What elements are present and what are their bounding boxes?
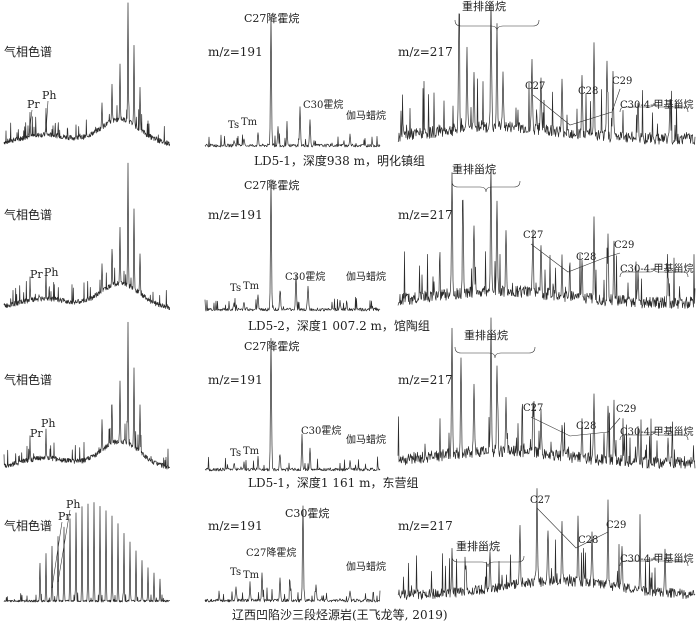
tm-label-1: Tm bbox=[241, 117, 258, 128]
sterane-label-1: 重排甾烷 bbox=[462, 0, 506, 13]
caption-2: LD5-2，深度1 007.2 m，馆陶组 bbox=[248, 318, 430, 333]
caption-1: LD5-1，深度938 m，明化镇组 bbox=[254, 153, 425, 168]
c27-hopane-label-2: C27降霍烷 bbox=[244, 178, 299, 192]
m217-trace-4 bbox=[397, 488, 696, 600]
gc-title-2: 气相色谱 bbox=[4, 207, 52, 222]
c30-hopane-label-3: C30霍烷 bbox=[301, 424, 341, 437]
gc-trace-2 bbox=[3, 162, 171, 311]
ph-label-3: Ph bbox=[41, 417, 56, 430]
sterane-label-4: 重排甾烷 bbox=[456, 539, 500, 553]
c30-hopane-top-label-4: C30霍烷 bbox=[285, 506, 329, 520]
c29-label-1: C29 bbox=[612, 76, 632, 87]
c-leaders-2 bbox=[530, 243, 621, 273]
sterane-brace-3 bbox=[454, 346, 536, 359]
c29-label-2: C29 bbox=[614, 240, 634, 251]
m191-trace-4 bbox=[204, 505, 381, 603]
row-1: 气相色谱 m/z=191 m/z=217 LD5-1，深度938 m，明化镇组 … bbox=[4, 0, 694, 168]
ts-label-3: Ts bbox=[230, 448, 241, 459]
m191-trace-1 bbox=[204, 14, 381, 148]
ph-label-2: Ph bbox=[44, 266, 59, 279]
row-2: 气相色谱 m/z=191 m/z=217 LD5-2，深度1 007.2 m，馆… bbox=[4, 162, 694, 333]
c28-label-3: C28 bbox=[576, 421, 596, 432]
m191-title-1: m/z=191 bbox=[208, 45, 263, 59]
methyl-sterane-brace-2 bbox=[619, 267, 689, 278]
ph-label-4: Ph bbox=[66, 498, 81, 511]
row-3: 气相色谱 m/z=191 m/z=217 LD5-1，深度1 161 m，东营组… bbox=[4, 328, 694, 490]
c27-label-4: C27 bbox=[530, 495, 550, 506]
caption-3: LD5-1，深度1 161 m，东营组 bbox=[248, 475, 418, 490]
m191-trace-2 bbox=[204, 179, 381, 312]
c29-label-4: C29 bbox=[606, 520, 626, 531]
c30-hopane-label-2: C30霍烷 bbox=[285, 270, 325, 283]
m191-title-3: m/z=191 bbox=[208, 373, 263, 387]
methyl-sterane-brace-1 bbox=[619, 102, 689, 113]
annotations bbox=[28, 19, 689, 589]
sterane-brace-2 bbox=[451, 180, 521, 193]
sterane-label-3: 重排甾烷 bbox=[464, 328, 508, 342]
caption-4: 辽西凹陷沙三段烃源岩(王飞龙等, 2019) bbox=[232, 607, 448, 622]
m191-title-2: m/z=191 bbox=[208, 208, 263, 222]
gc-title-4: 气相色谱 bbox=[4, 518, 52, 533]
row-4: 气相色谱 m/z=191 m/z=217 辽西凹陷沙三段烃源岩(王飞龙等, 20… bbox=[4, 495, 694, 622]
sterane-brace-4 bbox=[451, 555, 525, 568]
m217-trace-3 bbox=[397, 317, 696, 469]
c27-hopane-label-1: C27降霍烷 bbox=[244, 11, 299, 25]
pr-label-4: Pr bbox=[58, 510, 71, 523]
tm-label-4: Tm bbox=[243, 570, 260, 581]
pr-label-2: Pr bbox=[30, 268, 43, 281]
m217-title-3: m/z=217 bbox=[398, 373, 453, 387]
ts-label-4: Ts bbox=[230, 567, 241, 578]
m191-title-4: m/z=191 bbox=[208, 519, 263, 533]
gammacerane-label-3: 伽马蜡烷 bbox=[346, 433, 386, 446]
c28-label-2: C28 bbox=[576, 252, 596, 263]
m217-title-1: m/z=217 bbox=[398, 45, 453, 59]
ts-label-1: Ts bbox=[228, 120, 239, 131]
methyl-sterane-label-3: C30-4-甲基甾烷 bbox=[620, 425, 694, 438]
gc-title-1: 气相色谱 bbox=[4, 44, 52, 59]
c27-label-1: C27 bbox=[525, 81, 545, 92]
gammacerane-label-2: 伽马蜡烷 bbox=[346, 270, 386, 283]
gammacerane-label-1: 伽马蜡烷 bbox=[346, 109, 386, 122]
m217-title-4: m/z=217 bbox=[398, 519, 453, 533]
methyl-sterane-label-4: C30-4-甲基甾烷 bbox=[620, 552, 694, 565]
ph-label-1: Ph bbox=[42, 89, 57, 102]
c-leaders-4 bbox=[536, 507, 609, 549]
m191-trace-3 bbox=[204, 337, 381, 472]
sterane-label-2: 重排甾烷 bbox=[452, 162, 496, 176]
c28-label-1: C28 bbox=[578, 86, 598, 97]
ts-label-2: Ts bbox=[230, 283, 241, 294]
c28-label-4: C28 bbox=[578, 535, 598, 546]
gc-trace-1 bbox=[3, 2, 171, 147]
m217-title-2: m/z=217 bbox=[398, 208, 453, 222]
pr-label-3: Pr bbox=[30, 427, 43, 440]
tm-label-2: Tm bbox=[243, 281, 260, 292]
m217-trace-2 bbox=[397, 168, 696, 309]
c27-hopane-label-3: C27降霍烷 bbox=[244, 339, 299, 353]
c29-label-3: C29 bbox=[616, 404, 636, 415]
gc-trace-4 bbox=[3, 502, 170, 603]
pr-leader-4 bbox=[51, 521, 63, 589]
methyl-sterane-label-2: C30-4-甲基甾烷 bbox=[620, 262, 694, 275]
c27-hopane-label-4: C27降霍烷 bbox=[246, 546, 296, 559]
methyl-sterane-label-1: C30-4-甲基甾烷 bbox=[620, 98, 694, 111]
gc-trace-3 bbox=[3, 321, 171, 470]
gc-title-3: 气相色谱 bbox=[4, 372, 52, 387]
c30-hopane-label-1: C30霍烷 bbox=[303, 98, 343, 111]
gammacerane-label-4: 伽马蜡烷 bbox=[346, 560, 386, 573]
chromatogram-traces bbox=[3, 1, 696, 603]
pr-label-1: Pr bbox=[27, 98, 40, 111]
tm-label-3: Tm bbox=[243, 446, 260, 457]
m217-trace-1 bbox=[397, 1, 696, 145]
